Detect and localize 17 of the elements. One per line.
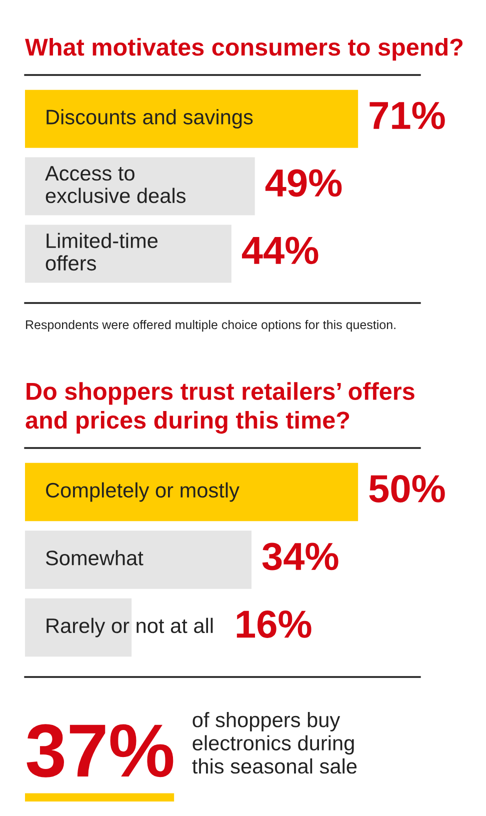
chart-title: Do shoppers trust retailers’ offers and prices during this time?	[26, 382, 414, 434]
data-label: 34%	[262, 542, 338, 570]
text: 37%	[26, 724, 174, 778]
text: of shoppers buy electronics during this seasonal sale	[192, 712, 357, 774]
y-tick-label: Discounts and savings	[46, 109, 253, 129]
data-label: 71%	[370, 102, 445, 130]
data-label: 49%	[265, 169, 342, 197]
y-tick-label: Rarely or not at all	[46, 618, 213, 638]
text: Respondents were offered multiple choice options for this question.	[26, 320, 396, 332]
y-tick-label: Somewhat	[46, 550, 144, 566]
y-tick-label: Access to exclusive deals	[45, 166, 186, 204]
data-label: 44%	[242, 236, 318, 264]
data-label: 16%	[236, 610, 312, 638]
data-label: 50%	[369, 474, 445, 502]
chart-title: What motivates consumers to spend?	[25, 38, 463, 61]
y-tick-label: Limited-time offers	[46, 232, 158, 271]
y-tick-label: Completely or mostly	[46, 482, 240, 502]
